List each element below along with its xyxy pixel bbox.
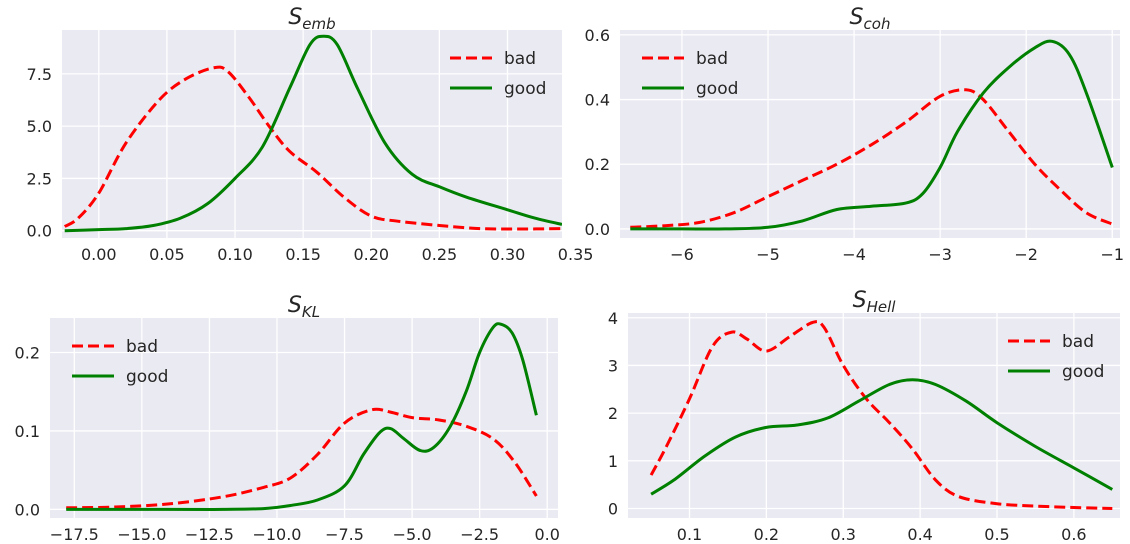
x-tick-label: −5.0: [393, 525, 432, 544]
series-line-bad: [649, 319, 1113, 510]
x-tick-label: −6: [670, 245, 694, 264]
x-tick-label: 0.6: [1061, 525, 1086, 544]
x-tick-label: −15.0: [117, 525, 166, 544]
series-line-bad: [63, 65, 562, 231]
legend-label-good: good: [696, 79, 738, 99]
legend-label-bad: bad: [504, 49, 536, 69]
chart-1: −6 −5 −4 −3 −2 −1 0.0 0.2 0.4 0.6 Scoh bad good: [585, 5, 1125, 264]
y-tick-label: 7.5: [27, 65, 52, 84]
x-tick-label: 0.35: [558, 245, 594, 264]
legend: bad good: [450, 49, 546, 99]
y-tick-label: 0.0: [27, 222, 52, 241]
x-tick-label: 0.30: [490, 245, 526, 264]
series-line-good: [630, 39, 1114, 231]
legend-label-bad: bad: [126, 337, 158, 357]
y-tick-label: 0.6: [585, 26, 610, 45]
x-tick-label: 0.3: [831, 525, 856, 544]
legend: bad good: [72, 337, 168, 387]
chart-title: Scoh: [850, 5, 891, 33]
y-tick-label: 1: [608, 452, 618, 471]
legend-label-good: good: [1062, 362, 1104, 382]
chart-0: 0.00 0.05 0.10 0.15 0.20 0.25 0.30 0.35 0.0 2.5 5.…: [27, 5, 594, 264]
y-tick-label: 0.2: [15, 344, 40, 363]
series-line-good: [64, 34, 562, 233]
x-tick-label: −12.5: [185, 525, 234, 544]
series-line-bad: [66, 407, 538, 510]
legend-label-bad: bad: [696, 49, 728, 69]
x-tick-label: −17.5: [50, 525, 99, 544]
x-tick-label: 0.15: [285, 245, 321, 264]
x-tick-label: −2: [1014, 245, 1038, 264]
x-tick-label: 0.05: [149, 245, 185, 264]
legend-label-bad: bad: [1062, 332, 1094, 352]
y-tick-label: 2.5: [27, 169, 52, 188]
plot-background: [620, 30, 1120, 238]
x-tick-label: 0.5: [984, 525, 1009, 544]
x-tick-label: 0.1: [677, 525, 702, 544]
y-tick-label: 0: [608, 499, 618, 518]
chart-title: SHell: [853, 288, 897, 316]
chart-2: −17.5 −15.0 −12.5 −10.0 −7.5 −5.0 −2.5 0.0 0.0 0.…: [15, 293, 560, 544]
chart-title: SKL: [288, 293, 320, 321]
y-tick-label: 5.0: [27, 117, 52, 136]
y-tick-label: 0.0: [585, 220, 610, 239]
y-tick-label: 4: [608, 309, 618, 328]
legend: bad good: [642, 49, 738, 99]
x-tick-label: −7.5: [325, 525, 364, 544]
x-tick-label: 0.2: [754, 525, 779, 544]
legend: bad good: [1008, 332, 1104, 382]
x-tick-label: 0.00: [81, 245, 117, 264]
x-tick-label: 0.4: [907, 525, 932, 544]
x-tick-label: 0.10: [217, 245, 253, 264]
x-tick-label: 0.25: [422, 245, 458, 264]
y-tick-label: 0.0: [15, 500, 40, 519]
x-tick-label: −2.5: [460, 525, 499, 544]
series-line-good: [66, 322, 538, 511]
y-tick-label: 2: [608, 404, 618, 423]
series-line-good: [650, 378, 1114, 496]
chart-3: 0.1 0.2 0.3 0.4 0.5 0.6 0 1 2 3 4 SHell bad good: [608, 288, 1120, 544]
x-tick-label: −4: [842, 245, 866, 264]
y-tick-label: 0.1: [15, 422, 40, 441]
x-tick-label: −5: [756, 245, 780, 264]
plot-background: [62, 30, 562, 238]
chart-title: Semb: [288, 5, 335, 33]
y-tick-label: 3: [608, 356, 618, 375]
legend-label-good: good: [126, 367, 168, 387]
series-line-bad: [630, 88, 1113, 229]
x-tick-label: 0.0: [534, 525, 559, 544]
legend-label-good: good: [504, 79, 546, 99]
plot-background: [628, 313, 1120, 518]
x-tick-label: −1: [1100, 245, 1124, 264]
plot-background: [50, 318, 558, 518]
x-tick-label: −10.0: [252, 525, 301, 544]
y-tick-label: 0.2: [585, 155, 610, 174]
y-tick-label: 0.4: [585, 91, 610, 110]
x-tick-label: 0.20: [353, 245, 389, 264]
x-tick-label: −3: [928, 245, 952, 264]
